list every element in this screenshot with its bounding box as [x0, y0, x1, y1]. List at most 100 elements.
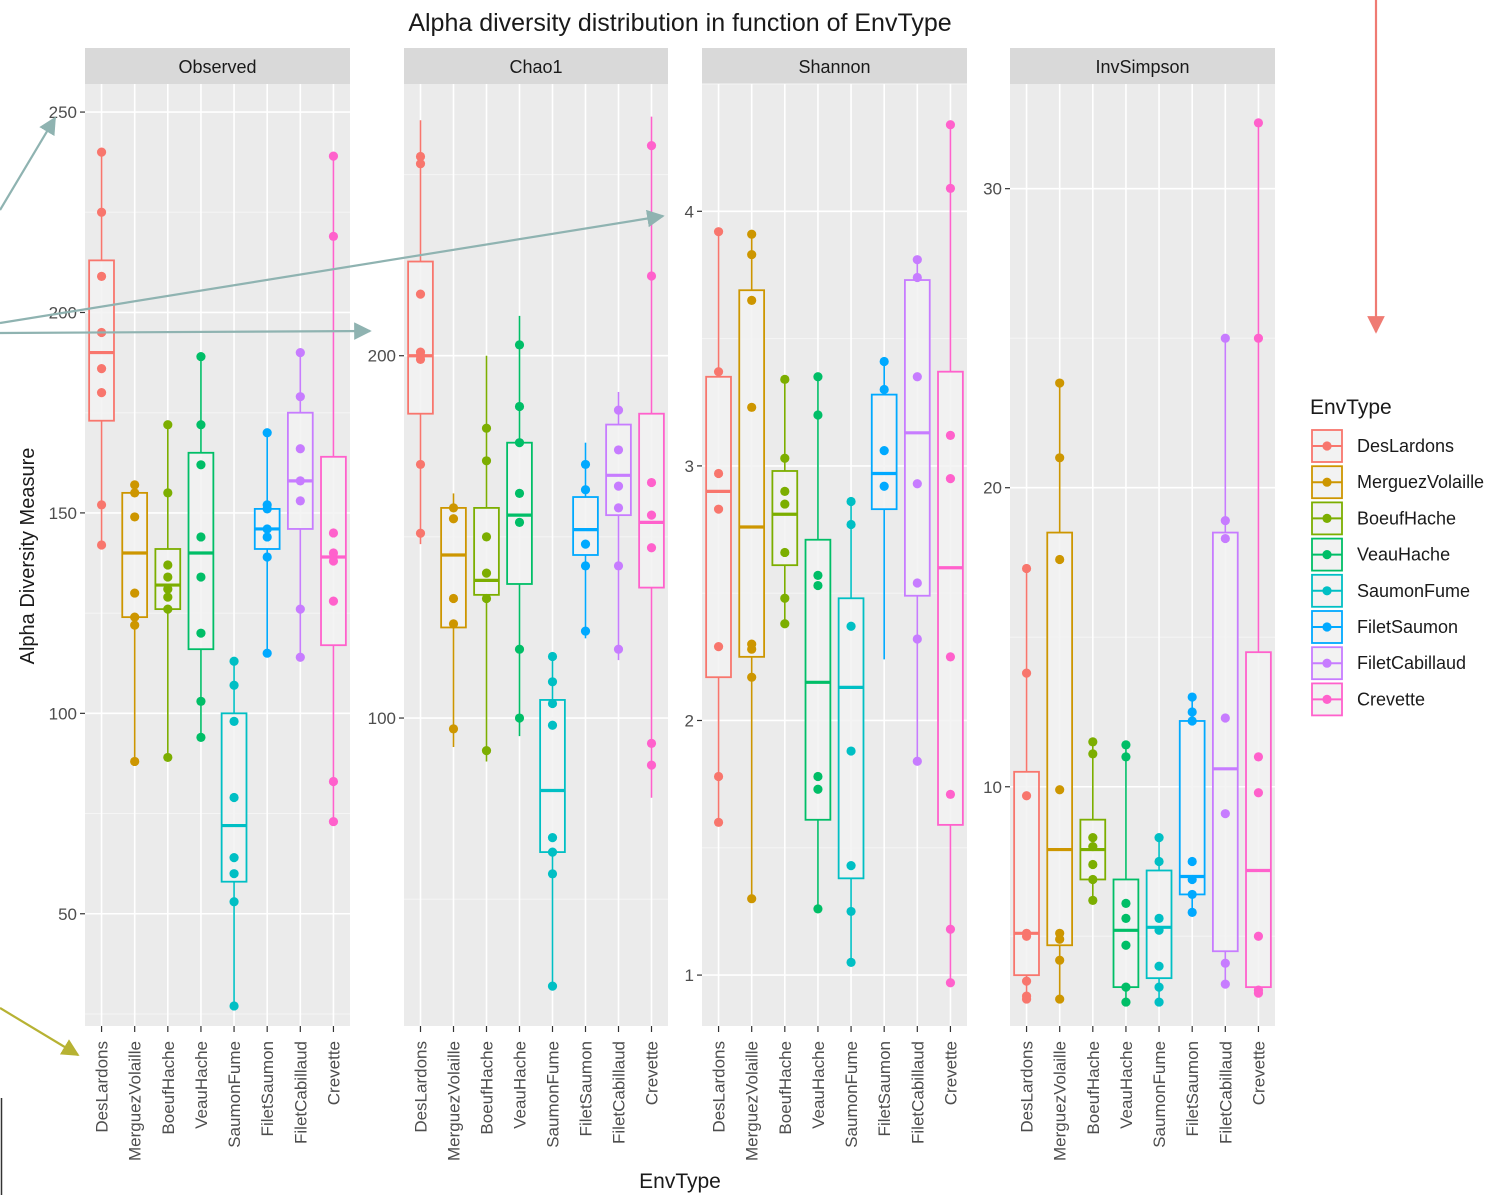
- x-tick-label: FiletCabillaud: [1216, 1041, 1235, 1144]
- data-point: [262, 648, 272, 658]
- box-MerguezVolaille: [738, 234, 766, 899]
- data-point: [130, 588, 140, 598]
- x-tick-label: VeauHache: [1117, 1041, 1136, 1129]
- data-point: [713, 771, 724, 782]
- x-tick-label: FiletCabillaud: [908, 1041, 927, 1144]
- data-point: [328, 528, 339, 538]
- data-point: [262, 428, 272, 438]
- data-point: [747, 672, 757, 682]
- data-point: [613, 561, 624, 571]
- data-point: [163, 584, 173, 594]
- annotation-arrow: [0, 322, 372, 340]
- x-tick-label: DesLardons: [1018, 1041, 1037, 1133]
- x-tick-label: FiletSaumon: [258, 1041, 277, 1136]
- data-point: [130, 480, 140, 490]
- data-point: [713, 817, 724, 827]
- legend-key-point: [1322, 694, 1332, 705]
- data-point: [646, 738, 657, 749]
- box-BoeufHache: [1079, 741, 1107, 901]
- y-tick-label: 200: [368, 347, 396, 366]
- x-tick-label: MerguezVolaille: [126, 1041, 145, 1161]
- data-point: [713, 642, 724, 652]
- panel-shannon: Shannon 1 2 3 4 DesLardons MerguezVolaille Boeu…: [685, 48, 967, 1161]
- data-point: [1055, 785, 1065, 795]
- legend-item-SaumonFume: SaumonFume: [1311, 573, 1470, 608]
- y-tick-label: 20: [983, 479, 1002, 498]
- box-SaumonFume: [837, 501, 865, 963]
- data-point: [481, 746, 492, 756]
- box-iqr: [903, 279, 931, 597]
- data-point: [846, 621, 856, 631]
- box-FiletCabillaud: [286, 352, 314, 658]
- y-tick-label: 30: [983, 180, 1002, 199]
- data-point: [1121, 740, 1131, 750]
- data-point: [945, 430, 956, 440]
- data-point: [547, 651, 558, 662]
- y-tick-label: 2: [685, 711, 694, 730]
- x-tick-label: BoeufHache: [1084, 1041, 1103, 1135]
- data-point: [912, 578, 922, 588]
- data-point: [1253, 333, 1264, 343]
- data-point: [879, 384, 889, 395]
- data-point: [646, 271, 657, 281]
- data-point: [163, 572, 173, 582]
- panel-strip-label: InvSimpson: [1095, 57, 1189, 77]
- panel-chao1: Chao1 100 200 DesLardons MerguezVolaille Boeu…: [368, 48, 668, 1161]
- box-iqr: [121, 491, 149, 619]
- data-point: [813, 771, 823, 782]
- data-point: [1121, 982, 1131, 992]
- data-point: [747, 894, 757, 904]
- data-point: [547, 698, 558, 709]
- box-iqr: [440, 506, 467, 629]
- legend-item-VeauHache: VeauHache: [1311, 537, 1450, 572]
- x-tick-label: SaumonFume: [842, 1041, 861, 1148]
- data-point: [262, 504, 272, 514]
- data-point: [713, 227, 724, 237]
- box-iqr: [605, 423, 632, 517]
- legend-key-point: [1322, 513, 1332, 524]
- box-MerguezVolaille: [440, 493, 467, 748]
- data-point: [1154, 997, 1164, 1007]
- x-tick-label: Crevette: [324, 1041, 343, 1105]
- data-point: [912, 372, 922, 382]
- data-point: [945, 120, 956, 130]
- data-point: [1021, 994, 1032, 1004]
- data-point: [514, 644, 525, 654]
- data-point: [1187, 707, 1197, 717]
- legend-label: BoeufHache: [1357, 508, 1456, 528]
- data-point: [813, 570, 823, 580]
- data-point: [547, 847, 558, 857]
- y-tick-label: 3: [685, 457, 694, 476]
- data-point: [196, 572, 206, 582]
- box-DesLardons: [88, 152, 115, 545]
- data-point: [295, 392, 305, 402]
- data-point: [1187, 692, 1197, 702]
- box-FiletCabillaud: [903, 259, 931, 762]
- data-point: [747, 402, 757, 412]
- data-point: [613, 481, 624, 491]
- legend-title: EnvType: [1310, 396, 1392, 419]
- x-tick-label: DesLardons: [412, 1041, 431, 1133]
- data-point: [481, 423, 492, 433]
- data-point: [747, 229, 757, 239]
- y-tick-label: 10: [983, 778, 1002, 797]
- data-point: [229, 680, 239, 690]
- data-point: [1055, 934, 1065, 944]
- data-point: [1088, 841, 1098, 852]
- data-point: [580, 539, 591, 549]
- data-point: [96, 271, 107, 282]
- box-iqr: [286, 411, 314, 530]
- annotation-arrow: [0, 1007, 80, 1056]
- data-point: [1220, 516, 1230, 526]
- x-tick-label: DesLardons: [93, 1041, 112, 1133]
- data-point: [912, 272, 922, 283]
- legend-item-Crevette: Crevette: [1311, 682, 1425, 717]
- data-point: [229, 853, 239, 863]
- data-point: [415, 289, 426, 299]
- data-point: [415, 151, 426, 162]
- data-point: [96, 364, 107, 374]
- data-point: [580, 459, 591, 470]
- chart-title: Alpha diversity distribution in function…: [408, 9, 951, 37]
- data-point: [130, 756, 140, 767]
